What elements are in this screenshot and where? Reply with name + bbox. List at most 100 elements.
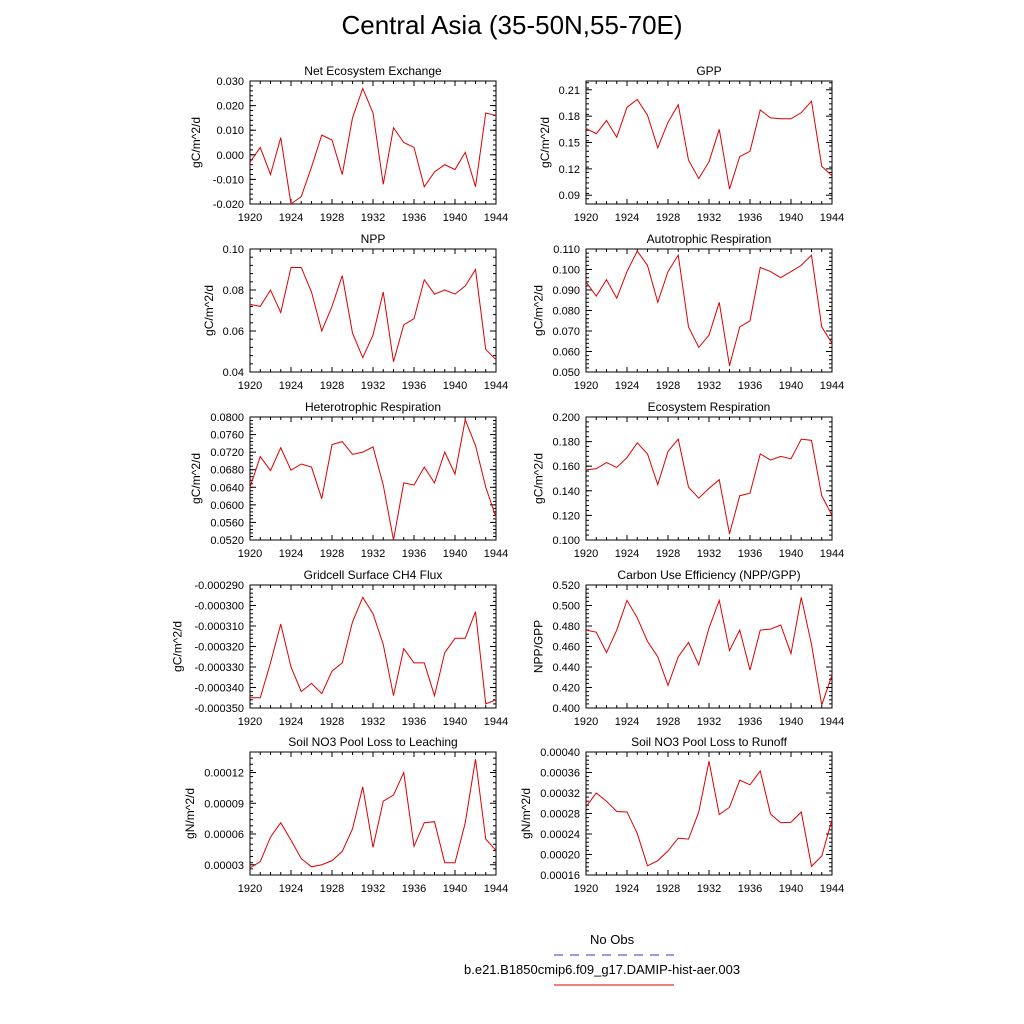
chart-ecosystem-respiration: Ecosystem Respiration 1920 1924 1928 1932 193… <box>532 400 845 560</box>
plot-frame <box>585 751 833 876</box>
y-tick-label: 0.12 <box>559 164 580 176</box>
chart-plot-area: Heterotrophic Respiration 1920 1924 1928 193… <box>189 400 508 560</box>
series-line-0 <box>585 250 833 366</box>
x-tick-label: 1936 <box>738 380 762 392</box>
x-tick-label: 1928 <box>320 883 344 895</box>
x-tick-label: 1924 <box>279 212 303 224</box>
y-axis-label: gC/m^2/d <box>170 621 184 672</box>
chart-title: Heterotrophic Respiration <box>305 400 441 414</box>
chart-title: Ecosystem Respiration <box>648 400 771 414</box>
y-tick-label: 0.070 <box>552 326 580 338</box>
x-tick-label: 1940 <box>779 212 803 224</box>
y-tick-label: -0.000290 <box>194 580 244 592</box>
legend-item-no-obs: No Obs <box>554 932 674 962</box>
y-tick-label: -0.000350 <box>194 703 244 715</box>
plot-frame <box>585 416 833 541</box>
y-axis-label: gC/m^2/d <box>538 117 552 168</box>
y-tick-label: 0.09 <box>559 190 580 202</box>
x-tick-label: 1940 <box>443 380 467 392</box>
chart-plot-area: Net Ecosystem Exchange 1920 1924 1928 1932 19… <box>189 64 508 224</box>
y-tick-label: 0.15 <box>559 138 580 150</box>
x-tick-label: 1924 <box>615 380 639 392</box>
x-tick-label: 1928 <box>656 883 680 895</box>
chart-heterotrophic-respiration: Heterotrophic Respiration 1920 1924 1928 193… <box>189 400 508 560</box>
y-axis-label: NPP/GPP <box>532 620 546 673</box>
y-tick-label: 0.500 <box>552 601 580 613</box>
x-tick-label: 1936 <box>738 883 762 895</box>
y-axis-label: gN/m^2/d <box>519 788 533 839</box>
y-tick-label: 0.00024 <box>540 829 580 841</box>
x-tick-label: 1920 <box>238 883 262 895</box>
y-tick-label: 0.0520 <box>210 535 244 547</box>
chart-title: Soil NO3 Pool Loss to Leaching <box>288 735 457 749</box>
x-tick-label: 1928 <box>320 716 344 728</box>
plot-frame <box>585 80 833 205</box>
series-line-0 <box>585 761 833 868</box>
chart-gpp: GPP 1920 1924 1928 1932 1936 1940 1944 0.09 0.12 0… <box>538 64 844 224</box>
plot-frame <box>585 584 833 709</box>
x-tick-label: 1924 <box>615 883 639 895</box>
y-tick-label: 0.120 <box>552 510 580 522</box>
y-tick-label: 0.420 <box>552 683 580 695</box>
chart-gridcell-surface-ch4-flux: Gridcell Surface CH4 Flux 1920 1924 1928 193… <box>170 568 508 728</box>
x-tick-label: 1924 <box>279 380 303 392</box>
series-line-0 <box>249 759 497 869</box>
x-tick-label: 1936 <box>738 212 762 224</box>
plot-frame <box>249 248 497 373</box>
x-tick-label: 1920 <box>574 883 598 895</box>
y-tick-label: 0.00028 <box>540 809 580 821</box>
y-tick-label: 0.00012 <box>204 768 244 780</box>
x-tick-label: 1928 <box>320 212 344 224</box>
y-tick-label: 0.0760 <box>210 430 244 442</box>
x-tick-label: 1932 <box>361 883 385 895</box>
y-tick-label: 0.00003 <box>204 860 244 872</box>
x-tick-label: 1928 <box>656 212 680 224</box>
y-tick-label: 0.04 <box>223 367 244 379</box>
y-tick-label: 0.00006 <box>204 829 244 841</box>
y-tick-label: 0.050 <box>552 367 580 379</box>
x-tick-label: 1928 <box>320 380 344 392</box>
chart-net-ecosystem-exchange: Net Ecosystem Exchange 1920 1924 1928 1932 19… <box>189 64 508 224</box>
chart-plot-area: Gridcell Surface CH4 Flux 1920 1924 1928 193… <box>170 568 508 728</box>
y-tick-label: 0.0800 <box>210 412 244 424</box>
x-tick-label: 1940 <box>443 716 467 728</box>
x-tick-label: 1920 <box>574 212 598 224</box>
x-tick-label: 1924 <box>615 716 639 728</box>
x-tick-label: 1944 <box>484 212 508 224</box>
y-tick-label: 0.00020 <box>540 850 580 862</box>
chart-npp: NPP 1920 1924 1928 1932 1936 1940 1944 0.04 0.06 0… <box>202 232 508 392</box>
x-tick-label: 1928 <box>320 548 344 560</box>
x-tick-label: 1932 <box>361 548 385 560</box>
chart-soil-no3-pool-loss-to-runoff: Soil NO3 Pool Loss to Runoff 1920 1924 1928… <box>519 735 844 895</box>
x-tick-label: 1944 <box>820 716 844 728</box>
y-tick-label: 0.0640 <box>210 482 244 494</box>
x-tick-label: 1940 <box>443 212 467 224</box>
x-tick-label: 1944 <box>820 883 844 895</box>
y-tick-label: -0.000320 <box>194 642 244 654</box>
y-tick-label: -0.010 <box>213 174 244 186</box>
series-line-0 <box>249 86 497 205</box>
chart-soil-no3-pool-loss-to-leaching: Soil NO3 Pool Loss to Leaching 1920 1924 19… <box>183 735 508 895</box>
y-tick-label: 0.100 <box>552 535 580 547</box>
x-tick-label: 1944 <box>820 212 844 224</box>
x-tick-label: 1920 <box>574 716 598 728</box>
y-tick-label: 0.00016 <box>540 870 580 882</box>
y-axis-label: gC/m^2/d <box>189 117 203 168</box>
x-tick-label: 1924 <box>279 548 303 560</box>
x-tick-label: 1920 <box>574 548 598 560</box>
y-tick-label: 0.100 <box>552 265 580 277</box>
legend-label-no-obs: No Obs <box>590 932 635 947</box>
y-tick-label: 0.520 <box>552 580 580 592</box>
series-line-0 <box>249 266 497 362</box>
x-tick-label: 1924 <box>279 883 303 895</box>
chart-plot-area: GPP 1920 1924 1928 1932 1936 1940 1944 0.09 0.12 0… <box>538 64 844 224</box>
legend-swatch-model-run <box>554 984 674 986</box>
x-tick-label: 1940 <box>443 548 467 560</box>
chart-plot-area: Autotrophic Respiration 1920 1924 1928 1932 1… <box>532 232 845 392</box>
x-tick-label: 1940 <box>779 716 803 728</box>
y-tick-label: 0.08 <box>223 285 244 297</box>
plot-frame <box>249 584 497 709</box>
x-tick-label: 1932 <box>697 212 721 224</box>
y-tick-label: 0.020 <box>216 101 244 113</box>
y-tick-label: 0.000 <box>216 150 244 162</box>
